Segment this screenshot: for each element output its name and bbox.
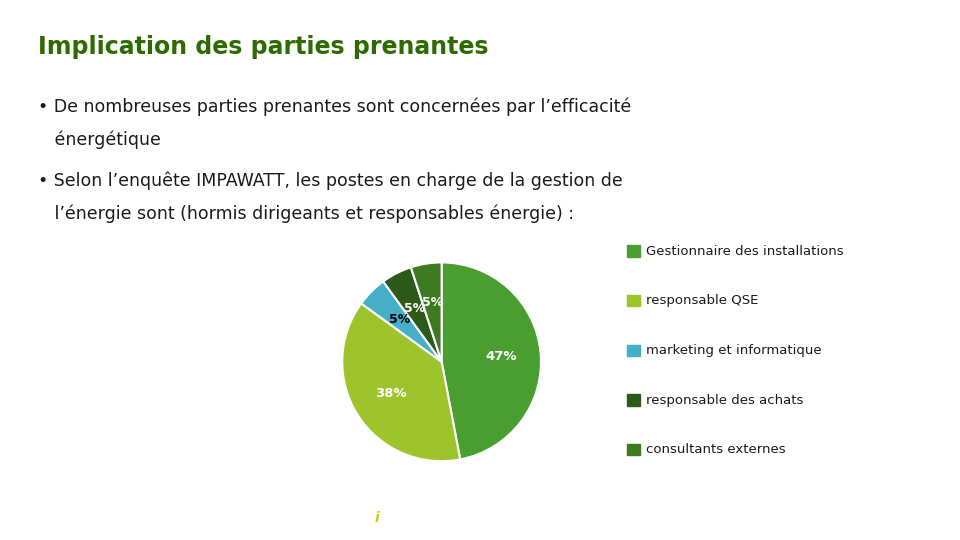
- Text: consultants externes: consultants externes: [646, 443, 785, 456]
- Wedge shape: [411, 262, 442, 362]
- Wedge shape: [343, 303, 460, 461]
- Wedge shape: [442, 262, 540, 460]
- Bar: [627, 245, 640, 256]
- Bar: [627, 295, 640, 306]
- Bar: [627, 394, 640, 406]
- Bar: [627, 444, 640, 455]
- Text: responsable des achats: responsable des achats: [646, 394, 804, 407]
- Text: l’énergie sont (hormis dirigeants et responsables énergie) :: l’énergie sont (hormis dirigeants et res…: [38, 204, 574, 222]
- Wedge shape: [383, 267, 442, 362]
- Text: 47%: 47%: [485, 350, 516, 363]
- Text: Implication des parties prenantes: Implication des parties prenantes: [38, 35, 489, 59]
- Text: 5%: 5%: [389, 313, 410, 326]
- Text: • De nombreuses parties prenantes sont concernées par l’efficacité: • De nombreuses parties prenantes sont c…: [38, 97, 632, 116]
- Wedge shape: [361, 281, 442, 362]
- Text: responsable QSE: responsable QSE: [646, 294, 758, 307]
- Bar: [627, 345, 640, 356]
- Text: énergétique: énergétique: [38, 130, 161, 148]
- Text: 38%: 38%: [375, 387, 407, 400]
- Text: Gestionnaire des installations: Gestionnaire des installations: [646, 245, 844, 258]
- Text: MPAWATT: MPAWATT: [379, 511, 456, 525]
- Text: • Selon l’enquête IMPAWATT, les postes en charge de la gestion de: • Selon l’enquête IMPAWATT, les postes e…: [38, 171, 623, 190]
- Text: 5%: 5%: [404, 302, 425, 315]
- Text: i: i: [374, 511, 379, 525]
- Text: 5%: 5%: [421, 296, 443, 309]
- Text: marketing et informatique: marketing et informatique: [646, 344, 822, 357]
